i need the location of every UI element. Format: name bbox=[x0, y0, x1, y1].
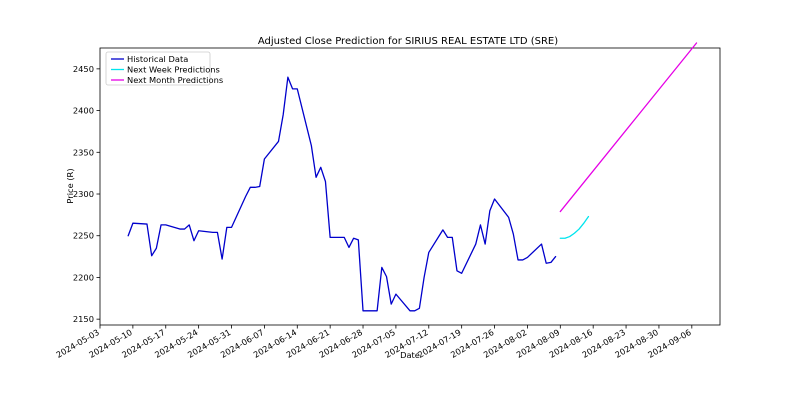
y-tick-label: 2450 bbox=[73, 64, 94, 74]
y-tick-label: 2150 bbox=[73, 314, 94, 324]
y-axis-label: Price (R) bbox=[65, 168, 75, 203]
y-tick-label: 2350 bbox=[73, 147, 94, 157]
y-axis: 2150 2200 2250 2300 2350 2400 2450 bbox=[73, 64, 100, 324]
y-tick-label: 2250 bbox=[73, 231, 94, 241]
chart-title: Adjusted Close Prediction for SIRIUS REA… bbox=[258, 36, 558, 47]
legend-label-2: Next Month Predictions bbox=[127, 75, 223, 85]
y-tick-label: 2200 bbox=[73, 272, 94, 282]
legend-label-1: Next Week Predictions bbox=[127, 65, 220, 75]
y-tick-label: 2300 bbox=[73, 189, 94, 199]
y-tick-label: 2400 bbox=[73, 106, 94, 116]
plot-area bbox=[127, 42, 698, 312]
series-line-1 bbox=[559, 215, 590, 239]
x-axis-label: Date bbox=[400, 350, 420, 360]
series-line-0 bbox=[127, 76, 557, 312]
legend-label-0: Historical Data bbox=[127, 54, 188, 64]
plot-frame bbox=[99, 47, 721, 326]
series-line-2 bbox=[559, 42, 698, 213]
legend-box bbox=[105, 51, 211, 86]
x-axis: 2024-05-032024-05-102024-05-172024-05-24… bbox=[54, 325, 693, 360]
